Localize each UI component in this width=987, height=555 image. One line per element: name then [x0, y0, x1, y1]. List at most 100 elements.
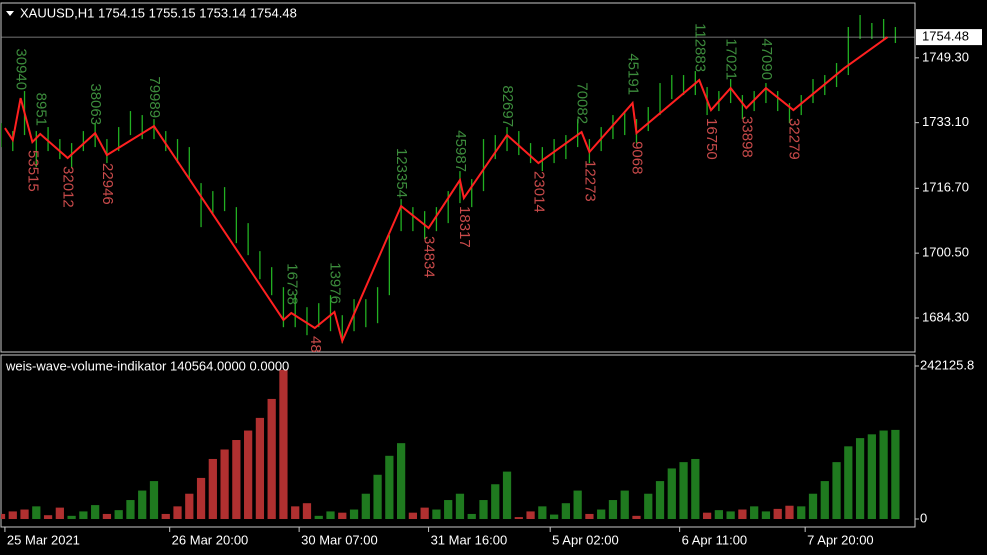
wave-volume-label: 12273 — [581, 160, 598, 202]
wave-volume-label: 47090 — [758, 38, 775, 80]
volume-bar — [244, 430, 253, 519]
wave-volume-label: 22946 — [99, 163, 116, 205]
volume-bar — [585, 513, 594, 519]
volume-bar — [349, 509, 359, 519]
volume-pane — [0, 354, 916, 528]
wave-volume-label: 9068 — [629, 141, 646, 174]
volume-bar — [479, 500, 488, 519]
wave-volume-label: 123354 — [393, 148, 410, 198]
wave-volume-label: 16750 — [703, 118, 720, 160]
volume-bar — [361, 493, 370, 519]
wave-volume-label: 34834 — [421, 236, 438, 278]
volume-bar — [714, 510, 723, 519]
volume-bar — [608, 500, 618, 519]
volume-bar — [655, 481, 665, 519]
volume-bar — [820, 481, 829, 519]
volume-bar — [491, 484, 500, 519]
volume-bar — [679, 462, 688, 519]
last-price-box — [916, 29, 982, 46]
wave-volume-label: 79989 — [146, 76, 163, 118]
volume-bar — [208, 458, 217, 519]
volume-bar — [397, 443, 406, 519]
wave-volume-label: 70082 — [574, 82, 591, 124]
volume-bar — [514, 517, 523, 519]
volume-bar — [797, 506, 806, 519]
volume-bar — [808, 493, 818, 519]
wave-volume-label: 16738 — [283, 263, 300, 305]
volume-plot — [1, 369, 900, 519]
x-tick-label: 25 Mar 2021 — [7, 532, 80, 547]
volume-bar — [526, 511, 535, 519]
wave-volume-label: 8951 — [32, 93, 49, 126]
volume-bar — [773, 508, 782, 519]
volume-bar — [67, 515, 76, 519]
wave-volume-label: 48 — [307, 336, 324, 353]
volume-bar — [185, 493, 194, 519]
y-tick-label: 0 — [920, 510, 927, 525]
volume-bar — [279, 369, 288, 519]
volume-bar — [55, 507, 64, 519]
volume-bar — [644, 493, 653, 519]
wave-volume-label: 112883 — [691, 23, 708, 72]
x-tick-label: 31 Mar 16:00 — [431, 532, 508, 547]
volume-bar — [173, 506, 182, 519]
volume-bar — [8, 511, 17, 519]
main-title: XAUUSD,H1 1754.15 1755.15 1753.14 1754.4… — [20, 5, 297, 20]
x-tick-label: 6 Apr 11:00 — [682, 532, 748, 547]
main-pane — [0, 2, 916, 353]
x-tick-label: 7 Apr 20:00 — [807, 532, 874, 547]
volume-bar — [79, 511, 88, 519]
x-tick-label: 30 Mar 07:00 — [301, 532, 378, 547]
y-tick-label: 1733.10 — [922, 114, 969, 129]
wave-volume-label: 53515 — [24, 150, 41, 192]
y-tick-label: 1684.30 — [922, 309, 969, 324]
volume-bar — [750, 506, 759, 519]
volume-bar — [220, 449, 229, 519]
volume-bar — [302, 503, 312, 519]
volume-bar — [149, 481, 159, 519]
volume-bar — [761, 511, 771, 519]
volume-bar — [138, 490, 147, 519]
volume-bar — [102, 513, 112, 519]
volume-bar — [232, 440, 241, 519]
menu-arrow[interactable] — [6, 11, 14, 16]
volume-bar — [255, 417, 265, 519]
zigzag — [4, 36, 889, 344]
volume-bar — [291, 506, 300, 519]
volume-bar — [385, 455, 394, 519]
volume-bar — [20, 509, 29, 519]
wave-volume-label: 17021 — [723, 38, 740, 80]
volume-bar — [1, 513, 6, 519]
wave-volume-label: 82697 — [499, 85, 516, 127]
wave-volume-label: 18317 — [456, 206, 473, 248]
wave-volume-label: 23014 — [530, 171, 547, 213]
y-tick-label: 1716.70 — [922, 180, 969, 195]
volume-bar — [444, 500, 453, 519]
wave-volume-label: 33898 — [738, 116, 755, 158]
volume-bar — [891, 429, 900, 519]
volume-bar — [597, 509, 606, 519]
volume-bar — [432, 509, 441, 519]
volume-bar — [832, 462, 841, 519]
volume-bar — [267, 398, 276, 519]
volume-bar — [702, 512, 712, 519]
volume-bar — [502, 471, 512, 519]
last-price-label: 1754.48 — [922, 29, 969, 44]
wave-volume-label: 30940 — [13, 48, 30, 90]
volume-bar — [43, 515, 53, 519]
volume-bar — [455, 493, 465, 519]
volume-bar — [161, 513, 170, 519]
volume-bar — [32, 506, 41, 519]
volume-bar — [314, 515, 323, 519]
volume-bar — [408, 512, 418, 519]
volume-bar — [91, 505, 100, 519]
volume-bar — [338, 512, 347, 519]
volume-bar — [879, 430, 888, 519]
volume-bar — [867, 434, 876, 519]
wave-volume-label: 32012 — [60, 166, 77, 208]
wave-volume-label: 45987 — [452, 130, 469, 172]
volume-bar — [844, 446, 853, 519]
volume-bar — [620, 490, 629, 519]
